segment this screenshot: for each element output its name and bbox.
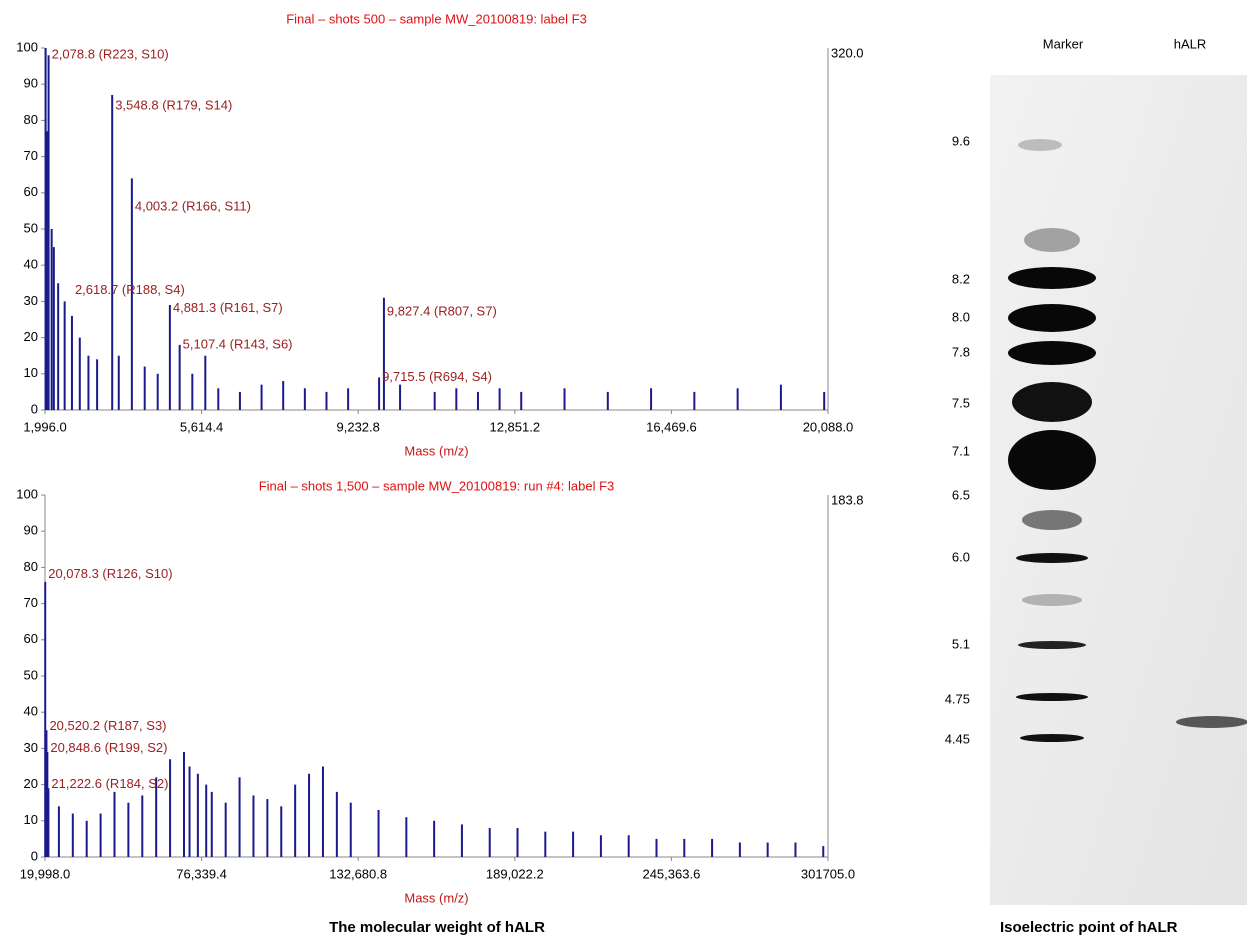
y-tick-label: 80 [24, 559, 38, 574]
chart-title: Final – shots 1,500 – sample MW_20100819… [259, 478, 615, 493]
y-tick-label: 40 [24, 257, 38, 272]
y-tick-label: 0 [31, 401, 38, 416]
x-axis-label: Mass (m/z) [404, 443, 468, 458]
band [1008, 341, 1096, 365]
ph-label: 7.8 [952, 344, 970, 359]
y-tick-label: 30 [24, 293, 38, 308]
lane-label: Marker [1043, 36, 1084, 51]
ph-label: 8.2 [952, 271, 970, 286]
max-intensity: 183.8 [831, 492, 864, 507]
max-intensity: 320.0 [831, 45, 864, 60]
band [1022, 510, 1082, 530]
ph-label: 7.5 [952, 395, 970, 410]
x-tick-label: 245,363.6 [642, 866, 700, 881]
caption: Isoelectric point of hALR [1000, 919, 1178, 936]
band [1024, 228, 1080, 252]
x-tick-label: 19,998.0 [20, 866, 71, 881]
band [1016, 693, 1088, 701]
y-tick-label: 90 [24, 76, 38, 91]
band [1016, 553, 1088, 563]
y-tick-label: 100 [16, 486, 38, 501]
peak-label: 3,548.8 (R179, S14) [115, 97, 232, 112]
x-tick-label: 16,469.6 [646, 419, 697, 434]
gel: Marker hALR Isoelectric point of hALR [990, 36, 1247, 936]
y-tick-label: 0 [31, 848, 38, 863]
peak-label: 20,078.3 (R126, S10) [48, 566, 172, 581]
y-tick-label: 70 [24, 148, 38, 163]
y-tick-label: 60 [24, 184, 38, 199]
y-tick-label: 80 [24, 112, 38, 127]
chart-title: Final – shots 500 – sample MW_20100819: … [286, 11, 587, 26]
x-tick-label: 20,088.0 [803, 419, 854, 434]
band [1020, 734, 1084, 742]
x-tick-label: 9,232.8 [337, 419, 380, 434]
band [1012, 382, 1092, 422]
y-tick-label: 90 [24, 523, 38, 538]
ph-label: 9.6 [952, 133, 970, 148]
y-tick-label: 70 [24, 595, 38, 610]
band [1022, 594, 1082, 606]
gel-image [990, 75, 1247, 905]
x-tick-label: 5,614.4 [180, 419, 223, 434]
y-tick-label: 10 [24, 812, 38, 827]
y-tick-label: 20 [24, 329, 38, 344]
y-tick-label: 100 [16, 39, 38, 54]
peak-label: 20,848.6 (R199, S2) [50, 740, 167, 755]
peak-label: 20,520.2 (R187, S3) [49, 718, 166, 733]
x-tick-label: 1,996.0 [23, 419, 66, 434]
y-tick-label: 30 [24, 740, 38, 755]
peak-label: 9,827.4 (R807, S7) [387, 304, 497, 319]
ph-label: 5.1 [952, 636, 970, 651]
caption: The molecular weight of hALR [329, 919, 545, 936]
peak-label: 21,222.6 (R184, S2) [51, 776, 168, 791]
peak-label: 5,107.4 (R143, S6) [183, 336, 293, 351]
peak-label: 2,618.7 (R188, S4) [75, 282, 185, 297]
ph-label: 6.0 [952, 549, 970, 564]
ph-label: 4.45 [945, 731, 970, 746]
y-tick-label: 40 [24, 704, 38, 719]
ph-label: 4.75 [945, 691, 970, 706]
band [1018, 139, 1062, 151]
peak-label: 4,881.3 (R161, S7) [173, 300, 283, 315]
band [1018, 641, 1086, 649]
x-tick-label: 301705.0 [801, 866, 855, 881]
band [1008, 267, 1096, 289]
y-tick-label: 50 [24, 220, 38, 235]
lane-label: hALR [1174, 36, 1207, 51]
y-tick-label: 60 [24, 631, 38, 646]
y-tick-label: 10 [24, 365, 38, 380]
x-tick-label: 189,022.2 [486, 866, 544, 881]
ph-label: 8.0 [952, 309, 970, 324]
y-tick-label: 50 [24, 667, 38, 682]
band [1008, 304, 1096, 332]
ph-label: 7.1 [952, 443, 970, 458]
ph-label: 6.5 [952, 487, 970, 502]
band [1176, 716, 1247, 728]
y-tick-label: 20 [24, 776, 38, 791]
x-tick-label: 76,339.4 [176, 866, 227, 881]
x-tick-label: 132,680.8 [329, 866, 387, 881]
peak-label: 4,003.2 (R166, S11) [135, 199, 251, 214]
peak-label: 9,715.5 (R694, S4) [382, 369, 492, 384]
x-axis-label: Mass (m/z) [404, 890, 468, 905]
peak-label: 2,078.8 (R223, S10) [52, 47, 169, 62]
x-tick-label: 12,851.2 [489, 419, 540, 434]
band [1008, 430, 1096, 490]
